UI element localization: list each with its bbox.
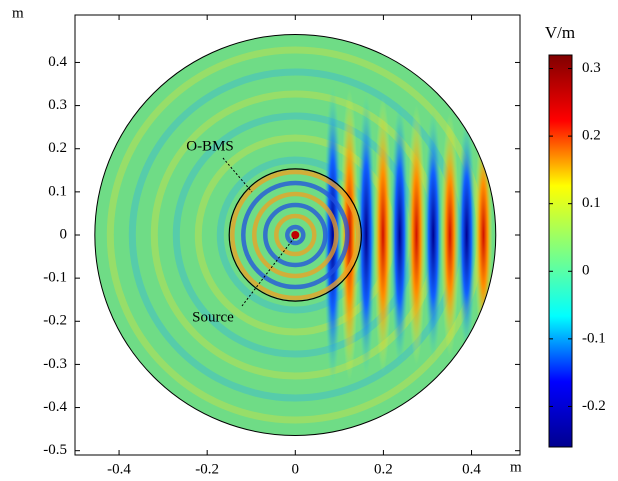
- o-bms-boundary: [228, 168, 362, 302]
- colorbar: [548, 54, 573, 448]
- colorbar-tick-label: 0.3: [582, 60, 601, 76]
- source: [291, 231, 300, 239]
- inner-ring: [252, 191, 339, 279]
- y-tick-label: 0.4: [48, 54, 67, 70]
- wave-front: [390, 101, 409, 369]
- x-tick-label: 0.4: [462, 461, 481, 477]
- wave-front: [474, 121, 493, 349]
- wave-front: [424, 109, 443, 361]
- y-tick-label: -0.4: [43, 399, 67, 415]
- wave-front: [407, 105, 426, 365]
- wave-front: [457, 117, 476, 353]
- annotation: Source: [192, 309, 234, 325]
- inner-ring: [285, 224, 306, 246]
- colorbar-tick-label: 0.1: [582, 195, 601, 211]
- x-tick-label: -0.4: [107, 461, 131, 477]
- y-tick-label: 0.3: [48, 97, 67, 113]
- x-tick-label: 0: [292, 461, 300, 477]
- y-tick-label: -0.1: [43, 270, 67, 286]
- annotation-leader: [222, 157, 253, 193]
- x-tick-label: -0.2: [195, 461, 219, 477]
- inner-ring: [263, 202, 328, 268]
- y-tick-label: 0.1: [48, 183, 67, 199]
- wave-front: [357, 93, 376, 377]
- colorbar-label: V/m: [545, 23, 575, 42]
- wave-front: [373, 97, 392, 373]
- inner-ring: [230, 169, 361, 301]
- field: [94, 34, 496, 436]
- y-tick-label: -0.5: [43, 442, 67, 458]
- x-tick-label: 0.2: [374, 461, 393, 477]
- inner-ring: [241, 180, 350, 290]
- inner-ring: [274, 213, 317, 257]
- annotation: O-BMS: [186, 138, 234, 154]
- colorbar-tick-label: -0.1: [582, 330, 606, 346]
- domain-edge: [94, 34, 497, 436]
- y-tick-label: 0.2: [48, 140, 67, 156]
- wave-front: [440, 113, 459, 357]
- y-tick-label: -0.2: [43, 313, 67, 329]
- x-unit: m: [510, 459, 522, 475]
- y-tick-label: 0: [60, 226, 68, 242]
- y-tick-label: -0.3: [43, 356, 67, 372]
- colorbar-tick-label: 0.2: [582, 128, 601, 144]
- colorbar-tick-label: 0: [582, 263, 590, 279]
- y-unit: m: [12, 5, 24, 21]
- wave-front: [323, 85, 342, 385]
- colorbar-tick-label: -0.2: [582, 398, 606, 414]
